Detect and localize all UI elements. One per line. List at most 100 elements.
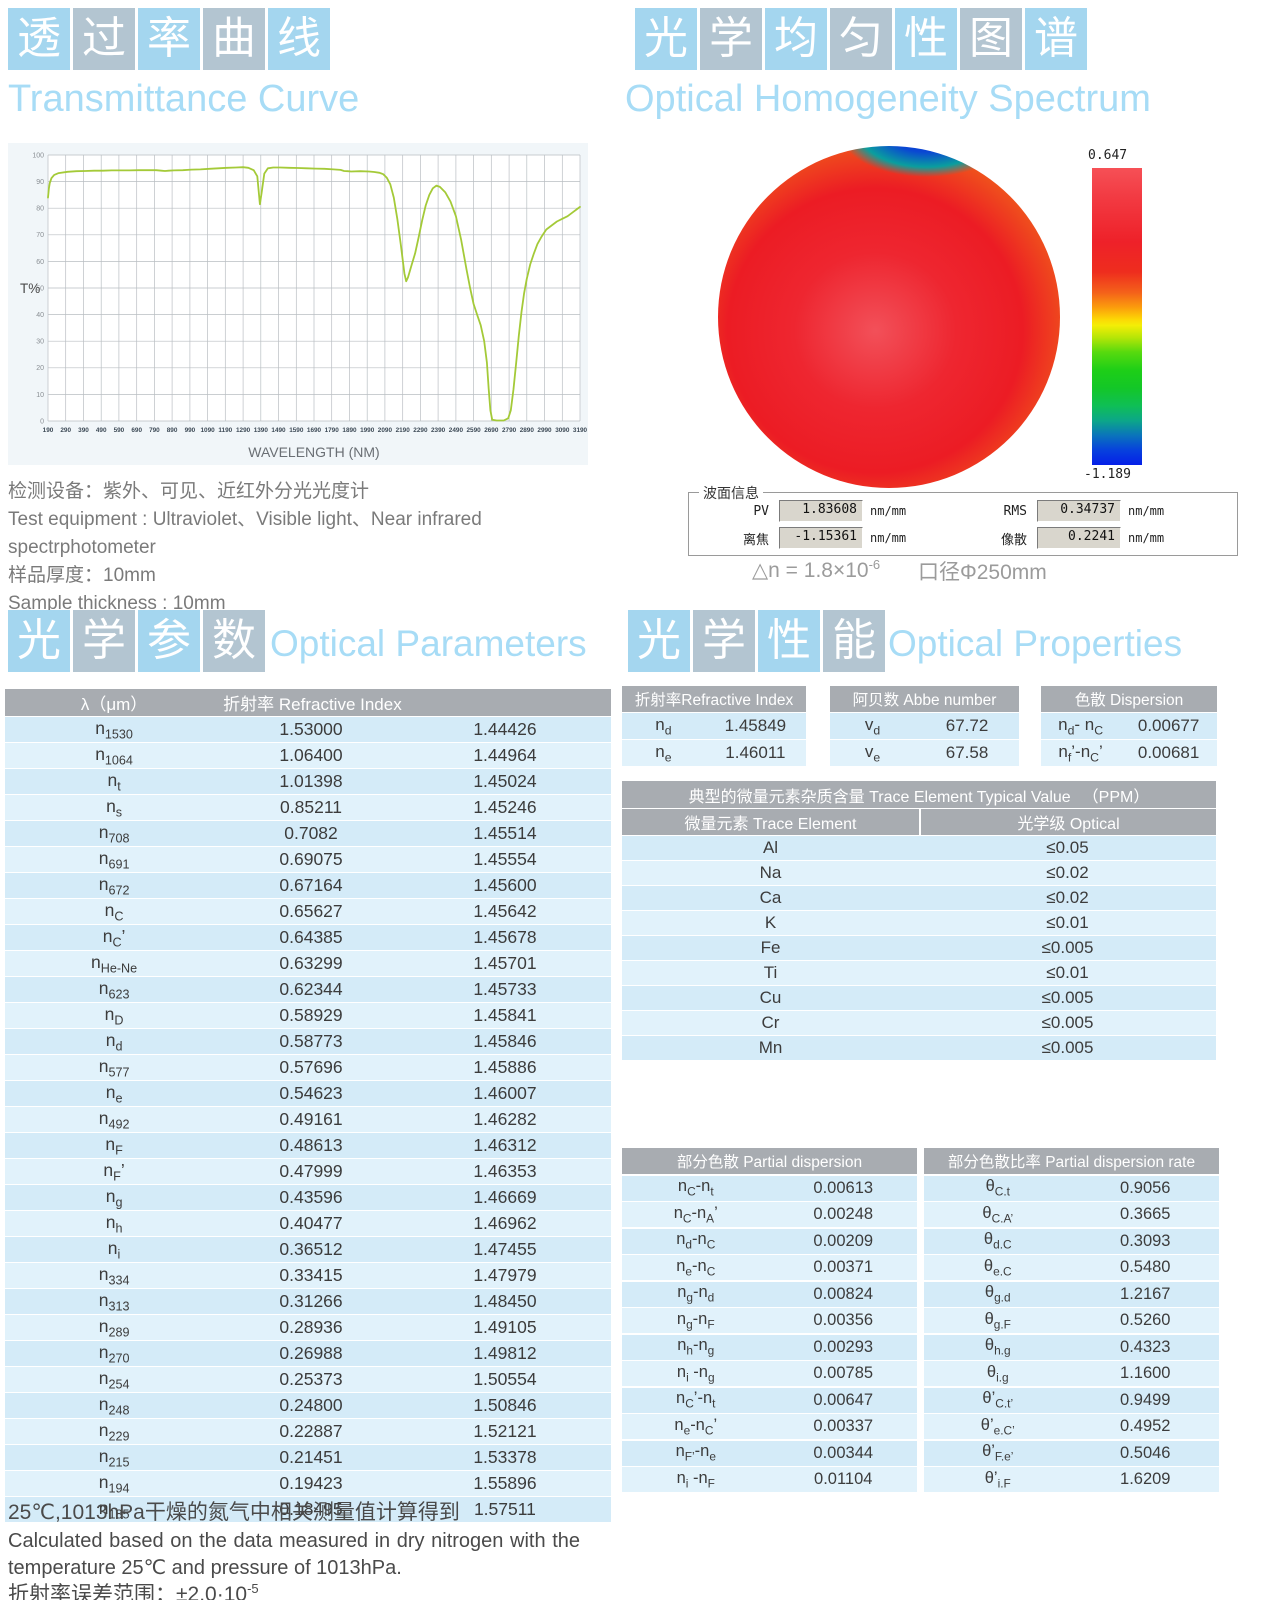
param-row: nt 1.01398 1.45024 [5,769,611,794]
mini-value: 0.00681 [1137,743,1200,762]
header-tile: 过 [73,8,135,70]
trace-element: Na [759,863,782,882]
param-index: 1.46007 [473,1083,537,1103]
pd-rate-label: θC.A’ [982,1203,1014,1226]
trace-value: ≤0.01 [1046,963,1089,982]
param-lambda: 0.49161 [279,1109,343,1129]
wavefront-field-value[interactable]: 0.2241 [1037,527,1121,549]
partial-dispersion-rate-header: 部分色散比率 Partial dispersion rate [924,1148,1219,1174]
wavefront-field-value[interactable]: 1.83608 [779,500,863,522]
mini-value: 67.58 [945,743,989,762]
equipment-note-line: 检测设备：紫外、可见、近红外分光光度计 [8,481,370,502]
param-index: 1.57511 [473,1499,536,1519]
param-row: n185 0.18495 1.57511 [5,1497,611,1522]
svg-text:290: 290 [60,427,71,434]
svg-text:50: 50 [36,285,44,292]
param-lambda: 1.01398 [279,771,343,791]
trace-value: ≤0.005 [1041,938,1094,957]
mini-label: nf’-nC’ [1058,741,1103,765]
pd-rate-label: θe.C [983,1256,1012,1279]
param-label: nd [105,1029,123,1054]
equipment-note-line: 样品厚度：10mm [8,565,156,586]
header-tile: 光 [628,610,690,672]
pd-rate-label: θi.g [986,1362,1009,1385]
refractive-index-body: nd 1.45849 ne 1.46011 [622,713,806,766]
param-lambda: 0.7082 [284,823,338,843]
param-index: 1.49812 [473,1343,537,1363]
mini-value: 67.72 [945,716,989,735]
svg-text:100: 100 [32,152,44,159]
homogeneity-title: Optical Homogeneity Spectrum [625,78,1151,120]
param-lambda: 0.48613 [279,1135,343,1155]
pd-label: ne-nC’ [674,1415,718,1438]
param-index: 1.45886 [473,1057,537,1077]
parameters-title: Optical Parameters [270,623,587,664]
pd-row: nC-nt 0.00613 [622,1175,917,1201]
trace-title-text: 典型的微量元素杂质含量 Trace Element Typical Value [688,788,1071,806]
param-lambda: 0.21451 [279,1447,343,1467]
footnote-error-range: 折射率误差范围：±2.0·10-5 [8,1578,259,1600]
param-row: n194 0.19423 1.55896 [5,1471,611,1496]
svg-text:1190: 1190 [218,427,232,434]
header-tile: 性 [895,8,957,70]
mini-row: nf’-nC’ 0.00681 [1041,740,1217,766]
trace-element: Cu [759,988,782,1007]
param-lambda: 0.63299 [279,953,343,973]
trace-element: Mn [758,1038,783,1057]
mini-row: ne 1.46011 [622,740,806,766]
pd-rate-row: θC.t 0.9056 [924,1175,1219,1201]
svg-text:2090: 2090 [378,427,393,434]
wavefront-field-value[interactable]: 0.34737 [1037,500,1121,522]
svg-text:1290: 1290 [236,427,251,434]
param-row: n270 0.26988 1.49812 [5,1341,611,1366]
delta-n-note: △n = 1.8×10-6 [752,557,880,583]
wavefront-field-label: 离焦 [742,532,769,548]
pd-row: nF’-ne 0.00344 [622,1440,917,1466]
param-lambda: 0.19423 [279,1473,343,1493]
trace-row: Na ≤0.02 [622,861,1216,885]
param-lambda: 0.64385 [279,927,343,947]
param-row: ng 0.43596 1.46669 [5,1185,611,1210]
trace-row: Cu ≤0.005 [622,986,1216,1010]
transmittance-chart: 190 290 390 490 590 690 790 890 990 1090 1190 1290 1… [20,152,588,460]
wavefront-field-unit: nm/mm [870,531,907,545]
param-index: 1.46282 [473,1109,537,1129]
trace-row: Cr ≤0.005 [622,1011,1216,1035]
param-row: nHe-Ne 0.63299 1.45701 [5,951,611,976]
trace-table-body: Al ≤0.05 Na ≤0.02 Ca ≤0.02 K ≤0.01 Fe ≤0.005 Ti ≤0.… [622,836,1216,1060]
pd-value: 0.00785 [813,1364,874,1382]
mini-label: nd- nC [1058,714,1104,738]
param-lambda: 0.54623 [279,1083,343,1103]
param-label: n577 [98,1055,130,1080]
param-index: 1.45841 [473,1005,537,1025]
param-lambda: 0.65627 [279,901,343,921]
param-row: n215 0.21451 1.53378 [5,1445,611,1470]
svg-text:1390: 1390 [254,427,269,434]
svg-text:2690: 2690 [484,427,499,434]
param-lambda: 0.36512 [279,1239,343,1259]
param-label: ne [105,1081,123,1106]
svg-text:3090: 3090 [555,427,570,434]
wavefront-field-value[interactable]: -1.15361 [779,527,863,549]
pd-value: 0.00248 [813,1205,874,1223]
mini-value: 1.46011 [725,743,786,762]
abbe-number-header: 阿贝数 Abbe number [830,686,1019,712]
trace-value: ≤0.02 [1046,863,1089,882]
param-lambda: 0.43596 [279,1187,343,1207]
pd-rate-label: θ’F.e’ [982,1442,1014,1464]
header-tile: 能 [823,610,885,672]
header-tile: 参 [138,610,200,672]
dispersion-header: 色散 Dispersion [1041,686,1217,712]
wavefront-field-unit: nm/mm [1128,504,1165,518]
colorbar [1092,168,1142,465]
param-lambda: 0.62344 [279,979,343,999]
param-row: nC’ 0.64385 1.45678 [5,925,611,950]
pd-row: nh-ng 0.00293 [622,1334,917,1360]
pd-rate-row: θ’F.e’ 0.5046 [924,1440,1219,1466]
header-tile: 性 [758,610,820,672]
refractive-index-header: 折射率Refractive Index [622,686,806,712]
wavefront-field-unit: nm/mm [1128,531,1165,545]
pd-rate-value: 0.4323 [1120,1337,1171,1356]
svg-text:30: 30 [36,339,44,346]
param-row: n691 0.69075 1.45554 [5,847,611,872]
